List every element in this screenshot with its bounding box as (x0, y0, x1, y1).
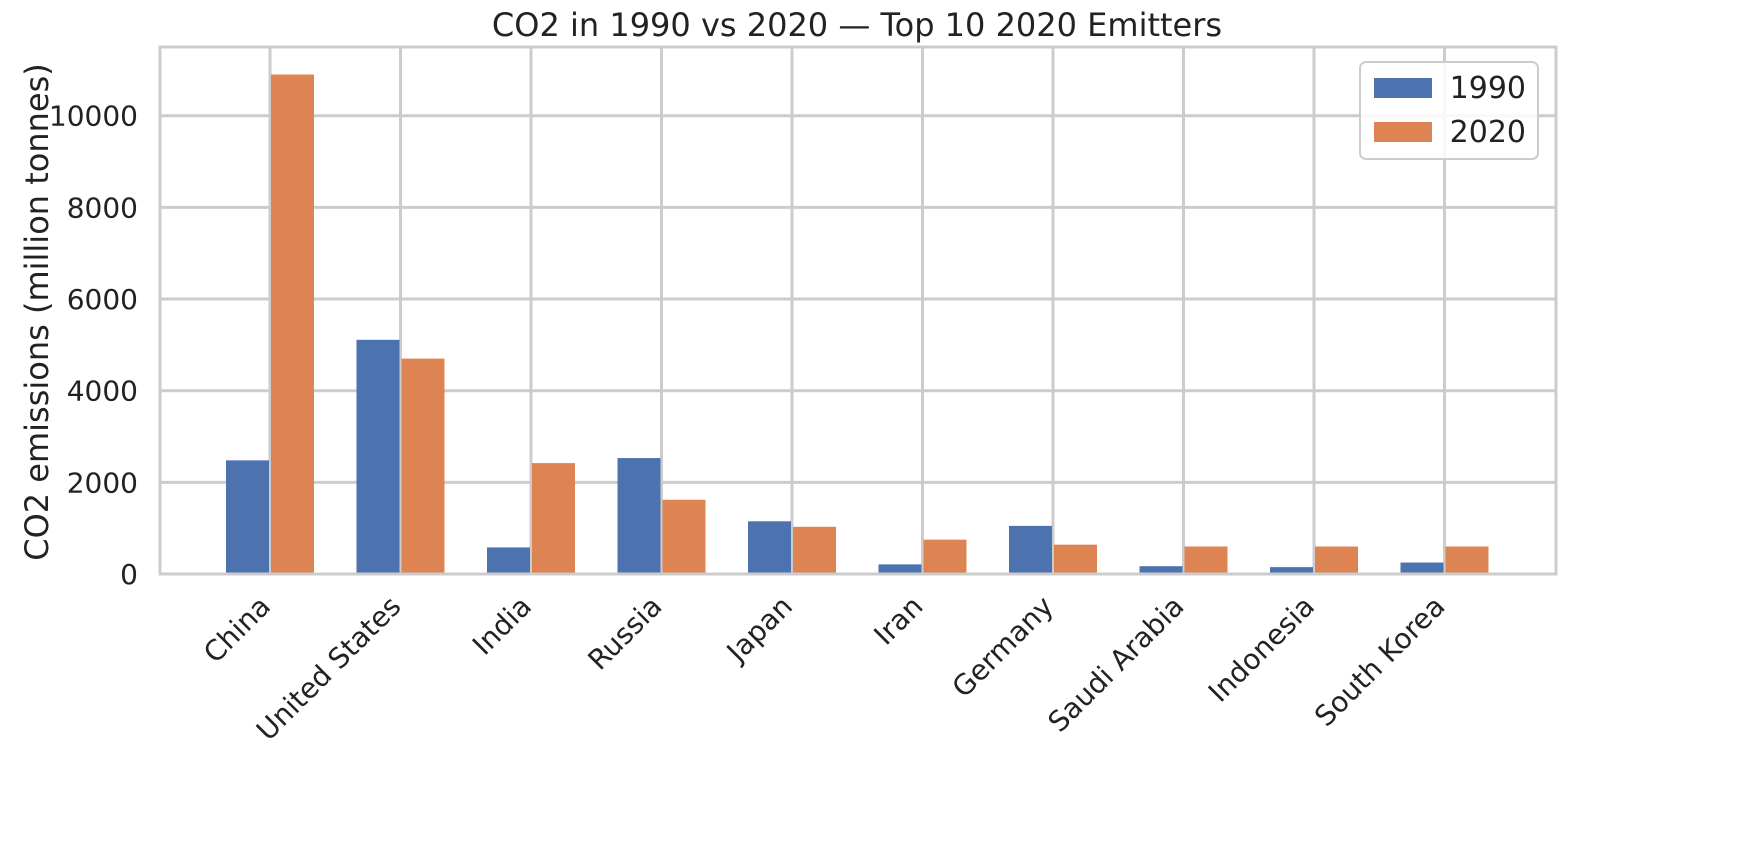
x-tick-label: Saudi Arabia (1041, 590, 1190, 739)
bar-2020-japan (793, 526, 836, 574)
y-axis-label: CO2 emissions (million tonnes) (18, 63, 56, 561)
bar-1990-south-korea (1400, 562, 1444, 574)
bar-2020-south-korea (1445, 546, 1489, 574)
bar-1990-germany (1009, 525, 1052, 574)
bar-1990-russia (617, 458, 661, 574)
chart-title: CO2 in 1990 vs 2020 — Top 10 2020 Emitte… (492, 6, 1222, 44)
bar-1990-japan (748, 521, 791, 574)
bar-1990-india (487, 547, 530, 574)
bar-2020-germany (1054, 544, 1097, 574)
legend-label-2020: 2020 (1450, 115, 1526, 150)
bar-1990-united-states (356, 339, 400, 574)
bar-1990-indonesia (1270, 567, 1313, 574)
bar-2020-indonesia (1315, 546, 1358, 574)
bars (226, 74, 1489, 574)
bar-1990-saudi-arabia (1139, 566, 1183, 574)
bar-1990-iran (878, 564, 922, 574)
bar-2020-india (532, 463, 575, 574)
y-tick-label: 2000 (67, 466, 138, 499)
plot-frame (158, 45, 1558, 576)
bar-2020-united-states (401, 358, 445, 574)
legend: 1990 2020 (1359, 61, 1539, 160)
y-tick-label: 4000 (67, 375, 138, 408)
y-tick-label: 8000 (67, 191, 138, 224)
y-tick-label: 0 (120, 558, 138, 591)
x-tick-label: Iran (867, 590, 929, 652)
bar-2020-saudi-arabia (1184, 546, 1228, 574)
x-tick-label: Germany (946, 590, 1060, 704)
y-tick-label: 6000 (67, 283, 138, 316)
x-tick-label: Japan (719, 590, 799, 670)
bar-2020-china (271, 74, 314, 574)
x-tick-label: Indonesia (1202, 590, 1321, 709)
y-tick-labels: 0 2000 4000 6000 8000 10000 (49, 100, 138, 591)
legend-label-1990: 1990 (1450, 71, 1526, 106)
x-tick-label: India (466, 590, 538, 662)
y-tick-label: 10000 (49, 100, 138, 133)
x-tick-label: Russia (581, 590, 668, 677)
legend-swatch-1990 (1374, 78, 1432, 98)
bar-2020-russia (662, 499, 706, 574)
legend-swatch-2020 (1374, 122, 1432, 142)
bar-2020-iran (923, 539, 967, 574)
x-tick-label: South Korea (1308, 590, 1451, 733)
bar-1990-china (226, 460, 269, 574)
x-tick-label: China (197, 590, 277, 670)
